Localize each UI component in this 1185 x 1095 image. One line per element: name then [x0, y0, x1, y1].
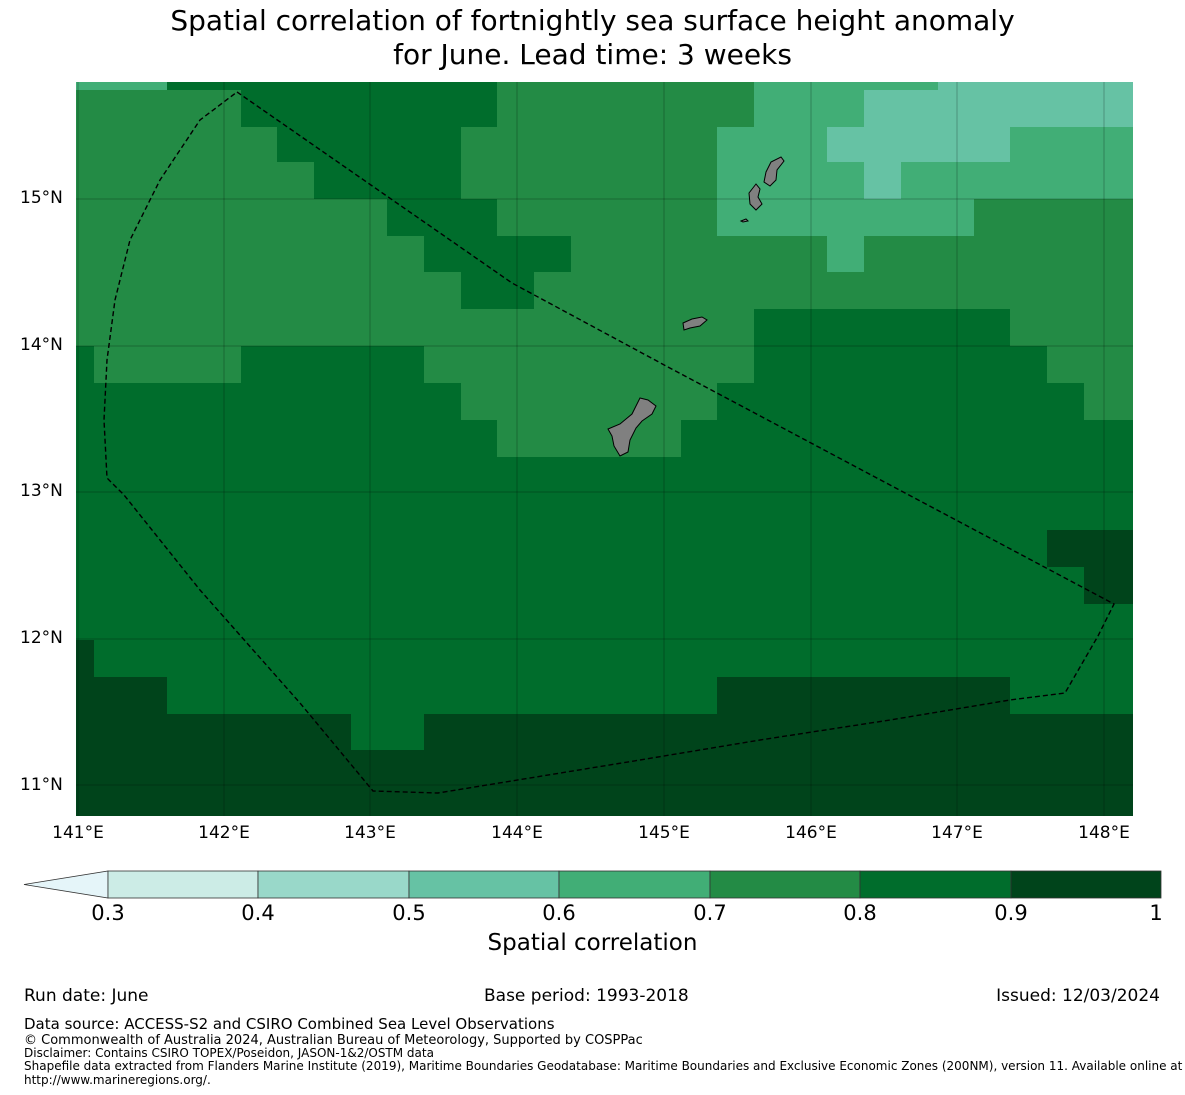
lon-label-144e: 144°E — [491, 823, 543, 843]
lon-label-147e: 147°E — [931, 823, 983, 843]
land-masses — [607, 156, 785, 457]
correlation-cell — [1084, 383, 1133, 420]
correlation-cell — [277, 127, 461, 162]
lon-label-148e: 148°E — [1078, 823, 1130, 843]
lon-label-143e: 143°E — [344, 823, 396, 843]
correlation-cell — [387, 236, 424, 346]
colorbar-bin — [107, 870, 259, 899]
correlation-cell — [1084, 567, 1133, 604]
correlation-cell — [167, 714, 351, 816]
correlation-cell — [938, 82, 1133, 90]
correlation-cell — [387, 199, 497, 236]
colorbar-bin — [709, 870, 861, 899]
run-date: Run date: June — [24, 986, 149, 1006]
base-period: Base period: 1993-2018 — [484, 986, 689, 1006]
correlation-cell — [76, 640, 94, 816]
correlation-cell — [461, 272, 534, 309]
correlation-cell — [314, 162, 461, 199]
correlation-cell — [1010, 309, 1133, 346]
lat-label-12n: 12°N — [20, 628, 63, 648]
lon-label-142e: 142°E — [198, 823, 250, 843]
colorbar-tick: 0.6 — [542, 901, 576, 925]
disclaimer-note: Disclaimer: Contains CSIRO TOPEX/Poseido… — [24, 1046, 434, 1060]
correlation-cell — [424, 714, 717, 816]
issued-date: Issued: 12/03/2024 — [996, 986, 1160, 1006]
correlation-cell — [864, 309, 1010, 346]
colorbar-tick: 0.9 — [994, 901, 1028, 925]
correlation-cell — [424, 346, 754, 383]
correlation-cell — [241, 90, 497, 127]
correlation-cell — [94, 346, 241, 383]
colorbar-label: Spatial correlation — [487, 930, 698, 956]
colorbar — [23, 870, 1162, 899]
correlation-cell — [754, 82, 791, 90]
correlation-cell — [76, 346, 94, 383]
correlation-cell — [1010, 714, 1133, 816]
correlation-cell — [1047, 346, 1133, 383]
lat-label-15n: 15°N — [20, 188, 63, 208]
lon-label-141e: 141°E — [52, 823, 104, 843]
correlation-cell — [461, 309, 497, 346]
correlation-cell — [461, 127, 497, 199]
correlation-cell — [94, 677, 167, 816]
correlation-cell — [497, 82, 754, 346]
colorbar-tick: 0.3 — [91, 901, 125, 925]
correlation-cell — [717, 677, 1010, 816]
lat-label-14n: 14°N — [20, 335, 63, 355]
colorbar-bin — [859, 870, 1012, 899]
guam-island — [607, 397, 657, 457]
colorbar-tick: 0.4 — [241, 901, 275, 925]
correlation-cell — [717, 127, 754, 236]
map-title-line-2: for June. Lead time: 3 weeks — [393, 38, 792, 71]
tinian-island — [748, 183, 763, 211]
aguijan-island — [739, 218, 750, 223]
correlation-cell — [791, 82, 938, 90]
correlation-cell — [864, 162, 901, 199]
colorbar-bin — [1010, 870, 1162, 899]
correlation-cell — [864, 90, 1133, 127]
copyright-note: © Commonwealth of Australia 2024, Austra… — [24, 1033, 643, 1048]
lat-label-13n: 13°N — [20, 481, 63, 501]
colorbar-bin — [257, 870, 410, 899]
correlation-cell — [424, 236, 571, 272]
colorbar-bin — [408, 870, 560, 899]
eez-boundary-line — [103, 91, 1115, 794]
correlation-cell — [1047, 530, 1133, 567]
correlation-cell — [827, 236, 864, 272]
correlation-cell — [351, 750, 424, 816]
lon-label-145e: 145°E — [638, 823, 690, 843]
correlation-cell — [497, 420, 681, 457]
correlation-grid-cells — [76, 82, 1133, 816]
correlation-cell — [277, 162, 314, 346]
correlation-map — [76, 82, 1133, 816]
colorbar-tick: 1 — [1149, 901, 1163, 925]
correlation-cell — [76, 82, 167, 90]
lat-label-11n: 11°N — [20, 775, 63, 795]
colorbar-tick: 0.5 — [392, 901, 426, 925]
correlation-cell — [314, 199, 387, 346]
lon-label-146e: 146°E — [785, 823, 837, 843]
colorbar-bins — [23, 870, 1162, 899]
correlation-cell — [864, 199, 974, 236]
colorbar-extend-arrow — [23, 870, 109, 899]
colorbar-bin — [558, 870, 711, 899]
data-source-note: Data source: ACCESS-S2 and CSIRO Combine… — [24, 1015, 555, 1033]
graticule-lines — [76, 82, 1133, 816]
rota-island — [682, 316, 708, 331]
colorbar-tick: 0.8 — [843, 901, 877, 925]
correlation-cell — [167, 82, 497, 90]
shapefile-credit: Shapefile data extracted from Flanders M… — [24, 1059, 1183, 1087]
map-title-line-1: Spatial correlation of fortnightly sea s… — [170, 4, 1015, 37]
correlation-cell — [424, 272, 461, 346]
correlation-cell — [827, 127, 1010, 162]
saipan-island — [763, 156, 785, 187]
correlation-cell — [461, 383, 717, 420]
colorbar-tick: 0.7 — [693, 901, 727, 925]
